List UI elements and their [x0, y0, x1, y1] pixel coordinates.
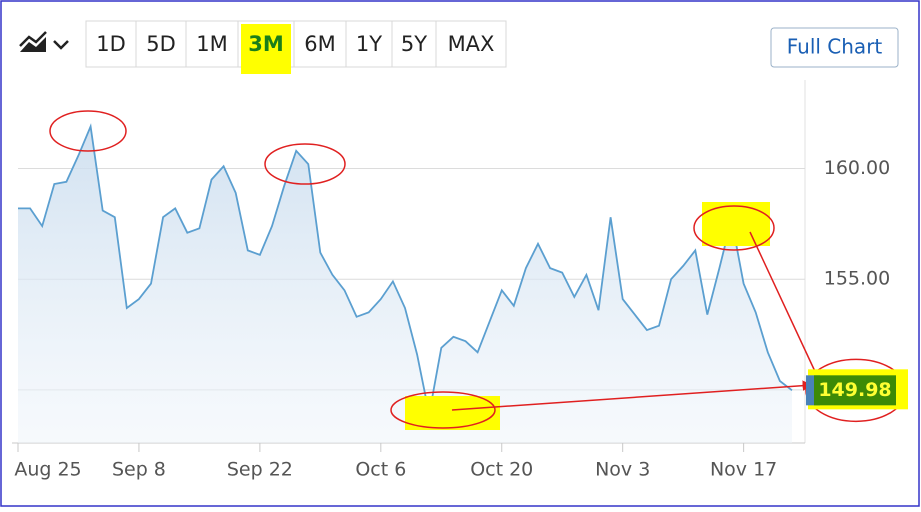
highlight: [702, 202, 770, 246]
full-chart-button[interactable]: Full Chart: [770, 27, 899, 68]
x-tick-label: Nov 17: [710, 459, 777, 481]
range-button[interactable]: [293, 20, 347, 68]
range-label[interactable]: 3M: [248, 32, 284, 56]
circle-annotation: [264, 143, 346, 185]
y-tick-label: 155.00: [824, 268, 890, 290]
range-button[interactable]: [85, 20, 137, 68]
chart-type-icon-line: [19, 31, 47, 47]
line: [18, 123, 793, 415]
chart-type-icon[interactable]: [20, 37, 46, 52]
range-label[interactable]: MAX: [448, 32, 495, 56]
toolbar: 1D 5D 1M 3M 6M 1Y 5Y MAX: [19, 20, 507, 74]
x-tick-label: Sep 22: [227, 459, 293, 481]
range-label[interactable]: 5D: [146, 32, 176, 56]
circle-annotation: [390, 391, 496, 429]
range-button[interactable]: [345, 20, 393, 68]
y-tick-label: 160.00: [824, 157, 890, 179]
x-tick-label: Oct 20: [470, 459, 533, 481]
chart-type-chevron[interactable]: [53, 40, 69, 50]
range-button[interactable]: [135, 20, 187, 68]
full-chart-label[interactable]: Full Chart: [787, 35, 883, 59]
range-label[interactable]: 1Y: [356, 32, 382, 56]
price-box: [814, 375, 896, 406]
range-highlight: [241, 24, 291, 74]
annotations: [49, 110, 820, 430]
x-tick-label: Sep 8: [112, 459, 166, 481]
x-tick-label: Nov 3: [595, 459, 650, 481]
range-button[interactable]: [435, 20, 507, 68]
range-button[interactable]: [185, 20, 239, 68]
range-label[interactable]: 1D: [96, 32, 126, 56]
range-label[interactable]: 1M: [196, 32, 227, 56]
full-chart-box[interactable]: [770, 27, 899, 68]
x-tick-label: Aug 25: [14, 459, 81, 481]
circle-annotation: [693, 205, 775, 251]
range-button[interactable]: [391, 20, 437, 68]
range-label[interactable]: 5Y: [401, 32, 427, 56]
circle-annotation: [49, 110, 127, 152]
price-label: 149.98: [818, 379, 891, 401]
range-label[interactable]: 6M: [304, 32, 335, 56]
area: [18, 126, 792, 443]
highlight: [405, 396, 500, 430]
price-badge: 149.98: [805, 358, 908, 423]
arrow: [749, 231, 820, 381]
x-tick-label: Oct 6: [355, 459, 406, 481]
arrow: [451, 380, 814, 411]
